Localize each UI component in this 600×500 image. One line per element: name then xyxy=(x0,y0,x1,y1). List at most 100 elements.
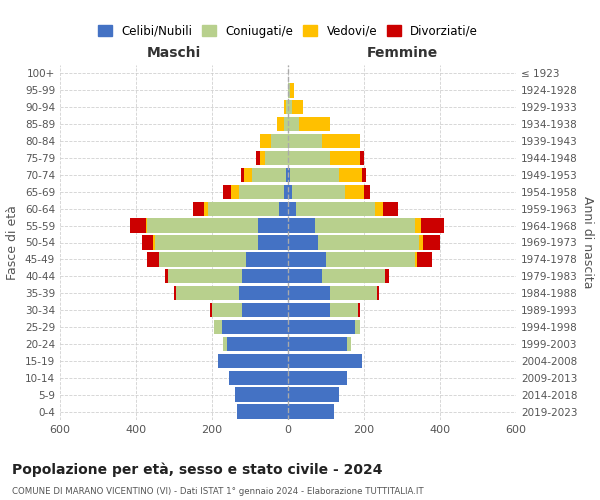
Bar xyxy=(244,168,252,182)
Bar xyxy=(288,83,290,98)
Bar xyxy=(168,269,242,283)
Bar xyxy=(155,236,257,250)
Bar xyxy=(288,151,330,165)
Bar xyxy=(292,100,303,114)
Bar xyxy=(241,168,244,182)
Bar xyxy=(239,286,288,300)
Bar xyxy=(296,202,376,216)
Bar xyxy=(252,168,286,182)
Bar xyxy=(358,303,360,318)
Bar xyxy=(292,184,345,199)
Bar xyxy=(360,151,364,165)
Bar xyxy=(288,218,314,233)
Bar xyxy=(322,269,385,283)
Bar xyxy=(330,151,360,165)
Bar xyxy=(159,252,246,266)
Bar xyxy=(142,236,153,250)
Bar xyxy=(257,236,288,250)
Bar xyxy=(288,269,322,283)
Bar xyxy=(423,236,440,250)
Bar xyxy=(210,303,212,318)
Bar xyxy=(235,388,288,402)
Bar xyxy=(364,184,370,199)
Text: COMUNE DI MARANO VICENTINO (VI) - Dati ISTAT 1° gennaio 2024 - Elaborazione TUTT: COMUNE DI MARANO VICENTINO (VI) - Dati I… xyxy=(12,488,424,496)
Bar xyxy=(174,286,176,300)
Bar xyxy=(212,303,242,318)
Bar xyxy=(319,236,419,250)
Bar xyxy=(148,218,257,233)
Bar xyxy=(130,218,146,233)
Bar xyxy=(288,252,326,266)
Bar xyxy=(286,168,288,182)
Bar xyxy=(239,184,284,199)
Bar xyxy=(214,320,221,334)
Bar xyxy=(265,151,288,165)
Bar xyxy=(288,100,292,114)
Bar xyxy=(288,388,340,402)
Bar xyxy=(288,320,355,334)
Bar xyxy=(288,404,334,418)
Bar xyxy=(208,202,278,216)
Bar xyxy=(385,269,389,283)
Bar xyxy=(284,100,286,114)
Bar xyxy=(242,303,288,318)
Bar xyxy=(223,336,227,351)
Y-axis label: Fasce di età: Fasce di età xyxy=(7,205,19,280)
Bar xyxy=(330,303,358,318)
Bar xyxy=(278,202,288,216)
Bar xyxy=(288,370,347,385)
Bar xyxy=(288,303,330,318)
Legend: Celibi/Nubili, Coniugati/e, Vedovi/e, Divorziati/e: Celibi/Nubili, Coniugati/e, Vedovi/e, Di… xyxy=(94,21,482,42)
Bar xyxy=(193,202,205,216)
Bar xyxy=(288,236,319,250)
Bar xyxy=(236,404,288,418)
Bar xyxy=(383,202,398,216)
Bar xyxy=(153,236,155,250)
Bar xyxy=(376,202,383,216)
Bar xyxy=(288,286,330,300)
Bar xyxy=(421,218,444,233)
Bar xyxy=(256,151,260,165)
Bar xyxy=(330,286,377,300)
Bar xyxy=(347,336,350,351)
Bar xyxy=(205,202,208,216)
Bar xyxy=(223,184,231,199)
Bar xyxy=(355,320,360,334)
Bar xyxy=(290,83,294,98)
Bar xyxy=(221,320,288,334)
Bar xyxy=(218,354,288,368)
Bar xyxy=(288,168,290,182)
Bar xyxy=(242,269,288,283)
Bar xyxy=(277,117,284,132)
Bar xyxy=(345,184,364,199)
Bar xyxy=(340,168,362,182)
Bar xyxy=(419,236,423,250)
Bar xyxy=(288,134,322,148)
Bar xyxy=(322,134,360,148)
Text: Femmine: Femmine xyxy=(367,46,437,60)
Bar xyxy=(288,202,296,216)
Bar xyxy=(314,218,415,233)
Bar xyxy=(260,134,271,148)
Bar xyxy=(257,218,288,233)
Bar xyxy=(246,252,288,266)
Bar xyxy=(231,184,239,199)
Bar xyxy=(284,117,288,132)
Bar xyxy=(286,100,288,114)
Bar xyxy=(146,218,148,233)
Bar xyxy=(288,354,362,368)
Bar xyxy=(326,252,415,266)
Bar xyxy=(415,252,417,266)
Bar xyxy=(271,134,288,148)
Bar xyxy=(417,252,433,266)
Bar xyxy=(288,184,292,199)
Bar xyxy=(415,218,421,233)
Bar xyxy=(288,117,299,132)
Bar xyxy=(284,184,288,199)
Bar xyxy=(290,168,340,182)
Bar xyxy=(362,168,366,182)
Bar xyxy=(229,370,288,385)
Bar xyxy=(299,117,330,132)
Bar xyxy=(227,336,288,351)
Bar xyxy=(148,252,159,266)
